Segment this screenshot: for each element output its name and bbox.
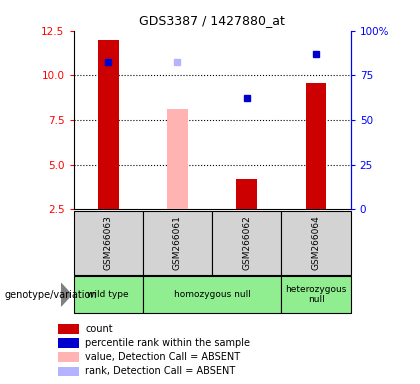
Text: heterozygous
null: heterozygous null xyxy=(285,285,347,305)
Text: genotype/variation: genotype/variation xyxy=(4,290,97,300)
Bar xyxy=(143,211,212,275)
Bar xyxy=(212,211,281,275)
Bar xyxy=(58,324,79,334)
Bar xyxy=(58,366,79,376)
Text: count: count xyxy=(85,324,113,334)
Polygon shape xyxy=(61,283,71,306)
Bar xyxy=(58,353,79,362)
Text: percentile rank within the sample: percentile rank within the sample xyxy=(85,338,250,348)
Text: GSM266062: GSM266062 xyxy=(242,215,251,270)
Bar xyxy=(236,179,257,209)
Text: rank, Detection Call = ABSENT: rank, Detection Call = ABSENT xyxy=(85,366,236,376)
Bar xyxy=(74,211,143,275)
Bar xyxy=(306,83,326,209)
Bar xyxy=(281,211,351,275)
Text: GSM266063: GSM266063 xyxy=(104,215,113,270)
Bar xyxy=(98,40,118,209)
Text: value, Detection Call = ABSENT: value, Detection Call = ABSENT xyxy=(85,352,240,362)
Bar xyxy=(281,276,351,313)
Bar xyxy=(143,276,281,313)
Text: GSM266061: GSM266061 xyxy=(173,215,182,270)
Bar xyxy=(74,276,143,313)
Bar xyxy=(167,109,188,209)
Text: homozygous null: homozygous null xyxy=(173,290,251,299)
Title: GDS3387 / 1427880_at: GDS3387 / 1427880_at xyxy=(139,14,285,27)
Text: wild type: wild type xyxy=(87,290,129,299)
Text: GSM266064: GSM266064 xyxy=(312,215,320,270)
Bar xyxy=(58,338,79,348)
